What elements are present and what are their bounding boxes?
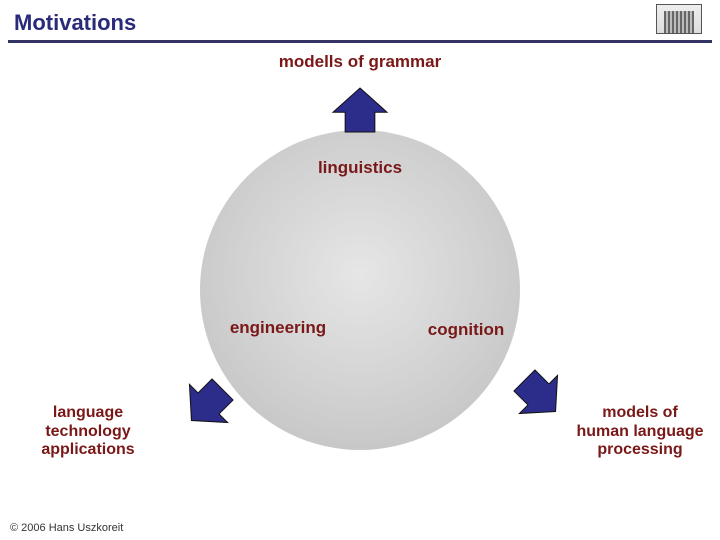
label-engineering: engineering [230, 318, 326, 338]
copyright-footer: © 2006 Hans Uszkoreit [10, 522, 123, 534]
title-bar: Motivations [8, 8, 712, 43]
label-linguistics: linguistics [318, 158, 402, 178]
label-cognition: cognition [428, 320, 504, 340]
arrow-down-left-icon [172, 370, 242, 440]
arrow-down-right-icon [505, 361, 575, 431]
arrow-up-icon [325, 75, 395, 145]
institution-logo [656, 4, 702, 34]
label-human-language-proc: models ofhuman languageprocessing [576, 404, 703, 459]
label-language-technology: languagetechnologyapplications [41, 404, 134, 459]
label-models-of-grammar: modells of grammar [279, 52, 442, 72]
slide-title: Motivations [8, 8, 712, 40]
central-circle [200, 130, 520, 450]
